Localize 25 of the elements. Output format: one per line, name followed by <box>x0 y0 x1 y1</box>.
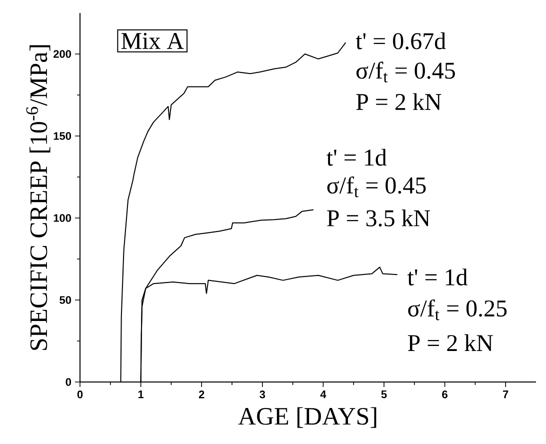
x-tick-label: 3 <box>260 390 266 398</box>
annotation: t' = 1d <box>407 268 468 286</box>
y-tick-label: 150 <box>54 132 72 140</box>
annotation: Mix A <box>121 32 184 49</box>
y-tick-label: 200 <box>53 50 72 58</box>
x-tick-label: 1 <box>138 390 144 398</box>
x-tick-label: 7 <box>503 390 508 398</box>
y-axis-title: SPECIFIC CREEP [10$^{-6}$/MPa] <box>26 45 50 350</box>
annotation: P = 2 kN <box>356 93 442 110</box>
x-tick-label: 4 <box>320 390 326 398</box>
annotation: σ/f$_{t}$ = 0.45 <box>327 176 426 198</box>
y-tick-label: 0 <box>66 378 72 386</box>
x-axis-title: AGE [DAYS] <box>238 407 376 428</box>
annotation: σ/f$_{t}$ = 0.25 <box>408 299 507 320</box>
x-tick-label: 6 <box>442 390 448 398</box>
x-tick-label: 2 <box>198 390 204 398</box>
annotation: P = 3.5 kN <box>327 209 430 226</box>
annotation: P = 2 kN <box>408 334 493 351</box>
x-tick-label: 0 <box>77 390 83 398</box>
y-tick-label: 50 <box>60 296 72 304</box>
annotation: σ/f$_{t}$ = 0.45 <box>356 62 455 82</box>
y-tick-label: 100 <box>54 214 72 222</box>
x-tick-label: 5 <box>381 390 387 398</box>
annotation: t' = 0.67d <box>356 32 446 50</box>
annotation: t' = 1d <box>326 148 387 166</box>
